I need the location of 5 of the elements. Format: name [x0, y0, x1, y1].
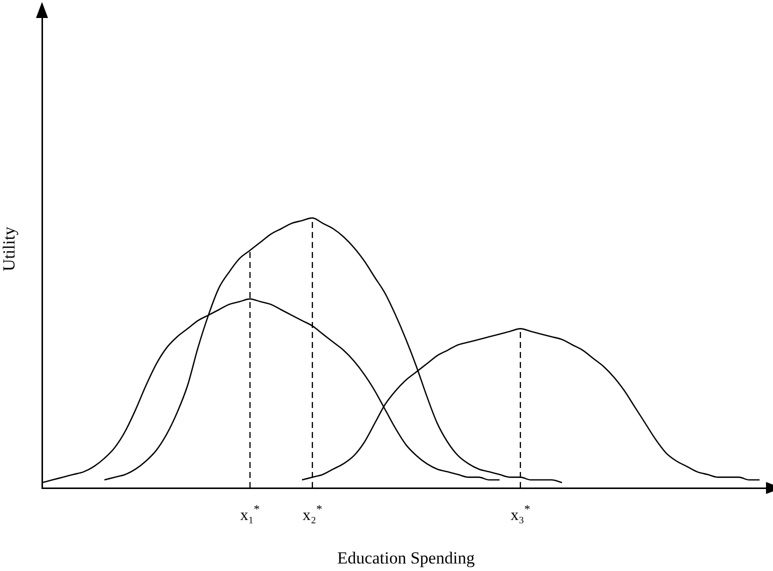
y-axis-title: Utility [0, 226, 19, 272]
x-axis-title: Education Spending [337, 548, 476, 568]
x-tick-label: x₁* [240, 502, 260, 524]
x-tick-label: x₃* [510, 502, 530, 524]
x-tick-label: x₂* [302, 502, 322, 524]
